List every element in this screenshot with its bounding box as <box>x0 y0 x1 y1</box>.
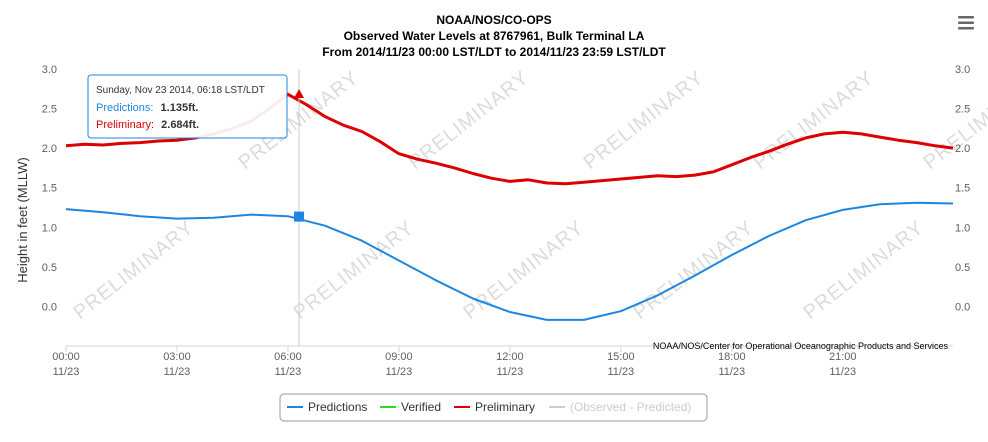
chart-title: NOAA/NOS/CO-OPS <box>436 13 551 27</box>
legend-label-observed-minus-predicted: (Observed - Predicted) <box>570 400 691 414</box>
x-tick-label-date: 11/23 <box>386 366 413 378</box>
y-tick-label-left: 2.5 <box>42 104 57 116</box>
tooltip-preliminary-label: Preliminary: <box>96 119 154 131</box>
tooltip-box <box>87 74 288 139</box>
legend-label-preliminary: Preliminary <box>475 400 535 414</box>
y-tick-label-right: 1.5 <box>955 183 970 195</box>
y-tick-label-left: 1.5 <box>42 183 57 195</box>
y-axis-label: Height in feet (MLLW) <box>15 157 30 282</box>
x-tick-label-date: 11/23 <box>53 366 80 378</box>
tooltip-header: Sunday, Nov 23 2014, 06:18 LST/LDT <box>96 85 265 96</box>
x-tick-label-date: 11/23 <box>718 366 745 378</box>
tooltip-predictions-label: Predictions: <box>96 102 153 114</box>
x-tick-label-time: 15:00 <box>607 351 635 363</box>
y-tick-label-left: 3.0 <box>42 64 57 76</box>
watermark-text: PRELIMINARY <box>750 67 879 174</box>
legend-item-observed-minus-predicted[interactable]: (Observed - Predicted) <box>549 400 691 414</box>
x-tick-label-time: 06:00 <box>274 351 302 363</box>
tooltip-predictions-row: Predictions: 1.135ft. <box>96 102 198 114</box>
hover-markers <box>294 69 305 346</box>
chart-date-range: From 2014/11/23 00:00 LST/LDT to 2014/11… <box>322 45 666 59</box>
tooltip: Sunday, Nov 23 2014, 06:18 LST/LDT Predi… <box>87 74 288 139</box>
legend-item-preliminary[interactable]: Preliminary <box>454 400 535 414</box>
predictions-hover-marker <box>294 211 305 222</box>
y-tick-label-right: 2.0 <box>955 143 970 155</box>
y-tick-label-right: 2.5 <box>955 104 970 116</box>
preliminary-hover-marker <box>294 89 305 99</box>
y-tick-label-left: 2.0 <box>42 143 57 155</box>
legend-label-predictions: Predictions <box>308 400 367 414</box>
x-tick-label-time: 00:00 <box>52 351 80 363</box>
watermark-text: PRELIMINARY <box>630 217 759 324</box>
y-tick-label-left: 0.5 <box>42 262 57 274</box>
series-line-predictions <box>65 201 954 321</box>
y-tick-label-right: 1.0 <box>955 222 970 234</box>
y-tick-label-right: 0.5 <box>955 262 970 274</box>
y-tick-label-right: 3.0 <box>955 64 970 76</box>
chart-axes: 3.0 3.0 2.5 2.5 2.0 2.0 1.5 1.5 1.0 1.0 0.5 0.5 0.0 0… <box>42 64 971 378</box>
watermark-text: PRELIMINARY <box>290 217 419 324</box>
x-tick-label-date: 11/23 <box>829 366 856 378</box>
legend-label-verified: Verified <box>401 400 441 414</box>
tooltip-predictions-value: 1.135ft. <box>161 102 199 114</box>
chart-subtitle: Observed Water Levels at 8767961, Bulk T… <box>344 29 645 43</box>
y-tick-label-right: 0.0 <box>955 301 970 313</box>
chart-legend: Predictions Verified Preliminary (Observ… <box>279 393 708 422</box>
x-tick-label-time: 09:00 <box>385 351 413 363</box>
watermark-text: PRELIMINARY <box>920 67 988 174</box>
legend-item-predictions[interactable]: Predictions <box>287 400 367 414</box>
x-tick-label-time: 21:00 <box>829 351 857 363</box>
hamburger-menu-icon[interactable] <box>954 12 978 34</box>
watermark-text: PRELIMINARY <box>70 217 199 324</box>
watermark-text: PRELIMINARY <box>580 67 709 174</box>
x-tick-label-date: 11/23 <box>497 366 524 378</box>
watermark-text: PRELIMINARY <box>460 217 589 324</box>
y-tick-label-left: 1.0 <box>42 222 57 234</box>
x-tick-label-time: 12:00 <box>496 351 524 363</box>
x-tick-label-time: 03:00 <box>163 351 191 363</box>
legend-item-verified[interactable]: Verified <box>380 400 441 414</box>
x-tick-label-date: 11/23 <box>607 366 634 378</box>
x-tick-label-date: 11/23 <box>275 366 302 378</box>
tooltip-preliminary-value: 2.684ft. <box>161 119 199 131</box>
x-tick-label-date: 11/23 <box>164 366 191 378</box>
tooltip-preliminary-row: Preliminary: 2.684ft. <box>96 119 199 131</box>
y-tick-label-left: 0.0 <box>42 301 57 313</box>
x-tick-label-time: 18:00 <box>718 351 746 363</box>
chart-credit: NOAA/NOS/Center for Operational Oceanogr… <box>653 341 949 351</box>
watermark-text: PRELIMINARY <box>800 217 929 324</box>
watermark-text: PRELIMINARY <box>405 67 534 174</box>
legend-box <box>279 393 708 422</box>
